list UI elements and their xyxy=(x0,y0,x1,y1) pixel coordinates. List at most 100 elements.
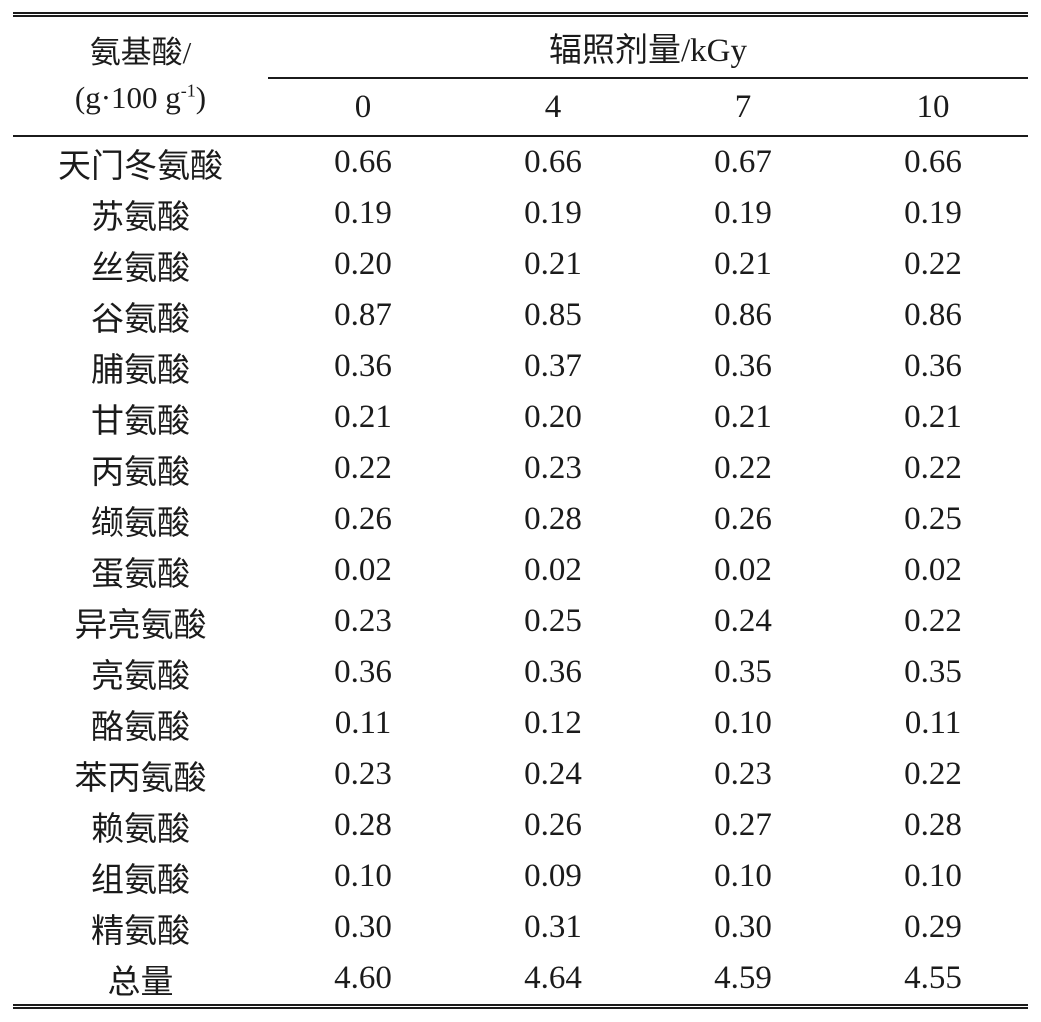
value-cell: 0.21 xyxy=(714,246,772,282)
value-cell: 0.19 xyxy=(904,195,962,231)
value-cell: 0.27 xyxy=(714,807,772,843)
value-cell: 0.36 xyxy=(334,348,392,384)
table-row: 酪氨酸 0.11 0.12 0.10 0.11 xyxy=(13,698,1028,749)
dose-column-header: 0 xyxy=(268,78,458,137)
value-cell: 0.10 xyxy=(334,858,392,894)
table-row: 苏氨酸 0.19 0.19 0.19 0.19 xyxy=(13,188,1028,239)
row-label: 总量 xyxy=(107,964,174,1001)
value-cell: 0.19 xyxy=(714,195,772,231)
value-cell: 0.23 xyxy=(714,756,772,792)
amino-acid-table: 氨基酸/ (g·100 g-1) 辐照剂量/kGy 0 4 7 10 天门冬氨酸 0.6… xyxy=(13,12,1028,1009)
value-cell: 0.24 xyxy=(524,756,582,792)
value-cell: 0.86 xyxy=(904,297,962,333)
value-cell: 0.20 xyxy=(334,246,392,282)
stub-unit-superscript: -1 xyxy=(180,80,196,101)
table-row: 蛋氨酸 0.02 0.02 0.02 0.02 xyxy=(13,545,1028,596)
value-cell: 0.85 xyxy=(524,297,582,333)
value-cell: 0.02 xyxy=(904,552,962,588)
table-row: 总量 4.60 4.64 4.59 4.55 xyxy=(13,953,1028,1007)
row-label: 苏氨酸 xyxy=(91,199,190,236)
stub-header-title: 氨基酸/ xyxy=(89,35,192,71)
value-cell: 0.22 xyxy=(904,756,962,792)
value-cell: 0.26 xyxy=(714,501,772,537)
value-cell: 0.02 xyxy=(524,552,582,588)
value-cell: 0.20 xyxy=(524,399,582,435)
value-cell: 0.19 xyxy=(524,195,582,231)
row-label: 亮氨酸 xyxy=(91,658,190,695)
value-cell: 0.26 xyxy=(334,501,392,537)
value-cell: 0.66 xyxy=(904,144,962,180)
value-cell: 4.55 xyxy=(904,960,962,996)
value-cell: 0.29 xyxy=(904,909,962,945)
row-label: 脯氨酸 xyxy=(91,352,190,389)
value-cell: 0.86 xyxy=(714,297,772,333)
value-cell: 0.26 xyxy=(524,807,582,843)
table-row: 组氨酸 0.10 0.09 0.10 0.10 xyxy=(13,851,1028,902)
table-row: 谷氨酸 0.87 0.85 0.86 0.86 xyxy=(13,290,1028,341)
row-label: 酪氨酸 xyxy=(91,709,190,746)
value-cell: 0.23 xyxy=(334,603,392,639)
value-cell: 0.66 xyxy=(524,144,582,180)
value-cell: 0.36 xyxy=(714,348,772,384)
table-row: 异亮氨酸 0.23 0.25 0.24 0.22 xyxy=(13,596,1028,647)
row-label: 谷氨酸 xyxy=(91,301,190,338)
value-cell: 0.36 xyxy=(524,654,582,690)
row-label: 丙氨酸 xyxy=(91,454,190,491)
value-cell: 0.22 xyxy=(714,450,772,486)
value-cell: 0.21 xyxy=(334,399,392,435)
row-label: 苯丙氨酸 xyxy=(74,760,207,797)
value-cell: 0.36 xyxy=(904,348,962,384)
value-cell: 0.22 xyxy=(904,603,962,639)
row-label: 精氨酸 xyxy=(91,913,190,950)
table-row: 甘氨酸 0.21 0.20 0.21 0.21 xyxy=(13,392,1028,443)
value-cell: 0.10 xyxy=(714,858,772,894)
value-cell: 0.02 xyxy=(334,552,392,588)
row-label: 天门冬氨酸 xyxy=(58,148,223,185)
value-cell: 0.23 xyxy=(524,450,582,486)
value-cell: 0.37 xyxy=(524,348,582,384)
value-cell: 0.02 xyxy=(714,552,772,588)
value-cell: 4.64 xyxy=(524,960,582,996)
value-cell: 0.22 xyxy=(334,450,392,486)
value-cell: 0.66 xyxy=(334,144,392,180)
stub-header: 氨基酸/ (g·100 g-1) xyxy=(13,14,268,137)
header-row-spanner: 氨基酸/ (g·100 g-1) 辐照剂量/kGy xyxy=(13,14,1028,137)
table-row: 亮氨酸 0.36 0.36 0.35 0.35 xyxy=(13,647,1028,698)
value-cell: 0.10 xyxy=(904,858,962,894)
value-cell: 0.11 xyxy=(334,705,392,741)
value-cell: 0.21 xyxy=(904,399,962,435)
row-label: 赖氨酸 xyxy=(91,811,190,848)
value-cell: 0.36 xyxy=(334,654,392,690)
row-label: 组氨酸 xyxy=(91,862,190,899)
value-cell: 0.24 xyxy=(714,603,772,639)
value-cell: 0.87 xyxy=(334,297,392,333)
value-cell: 0.28 xyxy=(334,807,392,843)
value-cell: 4.59 xyxy=(714,960,772,996)
dose-header-row: 0 4 7 10 xyxy=(13,78,1028,137)
table-row: 赖氨酸 0.28 0.26 0.27 0.28 xyxy=(13,800,1028,851)
dose-column-header: 4 xyxy=(458,78,648,137)
table-row: 精氨酸 0.30 0.31 0.30 0.29 xyxy=(13,902,1028,953)
value-cell: 0.25 xyxy=(904,501,962,537)
table-row: 丙氨酸 0.22 0.23 0.22 0.22 xyxy=(13,443,1028,494)
row-label: 异亮氨酸 xyxy=(74,607,207,644)
row-label: 缬氨酸 xyxy=(91,505,190,542)
row-label: 蛋氨酸 xyxy=(91,556,190,593)
value-cell: 0.11 xyxy=(904,705,962,741)
stub-unit-suffix: ) xyxy=(195,80,207,115)
table-row: 缬氨酸 0.26 0.28 0.26 0.25 xyxy=(13,494,1028,545)
value-cell: 0.35 xyxy=(904,654,962,690)
stub-header-unit: (g·100 g-1) xyxy=(13,76,268,121)
stub-unit-prefix: (g·100 g xyxy=(74,80,181,115)
value-cell: 0.30 xyxy=(714,909,772,945)
value-cell: 0.12 xyxy=(524,705,582,741)
dose-column-header: 7 xyxy=(648,78,838,137)
value-cell: 0.23 xyxy=(334,756,392,792)
value-cell: 0.28 xyxy=(904,807,962,843)
spanner-header: 辐照剂量/kGy xyxy=(268,14,1028,79)
value-cell: 0.09 xyxy=(524,858,582,894)
value-cell: 0.31 xyxy=(524,909,582,945)
value-cell: 0.25 xyxy=(524,603,582,639)
row-label: 丝氨酸 xyxy=(91,250,190,287)
